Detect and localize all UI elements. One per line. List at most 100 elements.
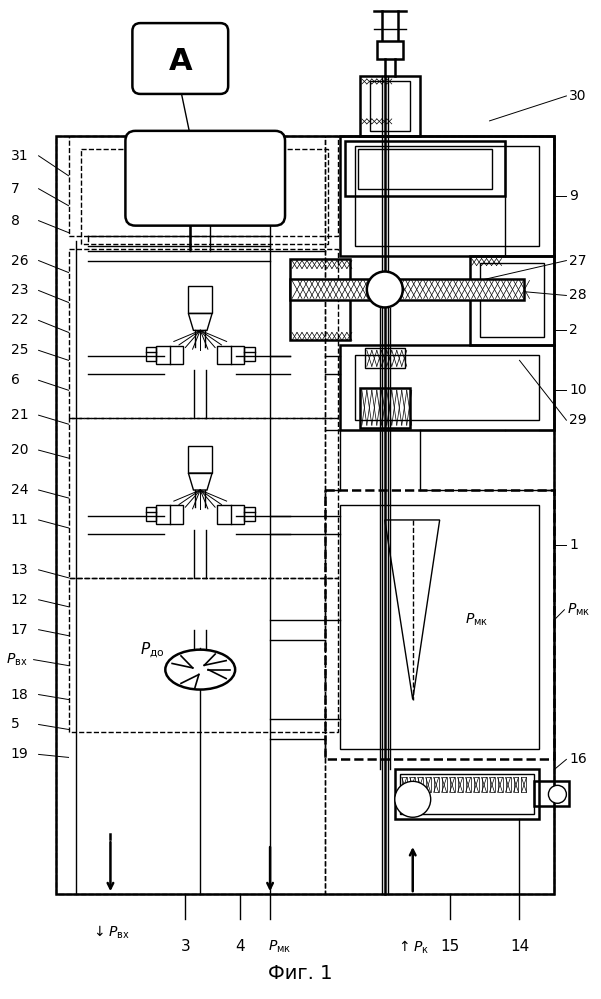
Text: $\uparrow P_{\text{к}}$: $\uparrow P_{\text{к}}$	[396, 939, 429, 956]
Bar	[156, 346, 183, 365]
Text: 13: 13	[11, 562, 28, 576]
Bar	[358, 149, 492, 189]
Bar	[434, 777, 439, 792]
Bar	[418, 777, 423, 792]
Bar	[69, 249, 338, 419]
Bar	[340, 504, 540, 749]
Bar	[290, 279, 525, 301]
Text: 20: 20	[11, 444, 28, 458]
Bar	[400, 774, 534, 814]
Bar	[401, 777, 407, 792]
Text: 12: 12	[11, 592, 28, 606]
Bar	[395, 769, 540, 819]
Bar	[245, 506, 254, 520]
FancyBboxPatch shape	[132, 23, 228, 94]
Bar	[360, 389, 410, 429]
Bar	[360, 76, 419, 136]
Bar	[355, 356, 540, 421]
Text: 27: 27	[569, 254, 587, 268]
Bar	[469, 256, 554, 346]
Bar	[480, 263, 545, 338]
Bar	[450, 777, 454, 792]
Text: 26: 26	[11, 254, 28, 268]
Bar	[146, 506, 156, 520]
Bar	[481, 777, 487, 792]
Circle shape	[395, 781, 431, 817]
Bar	[290, 259, 350, 341]
Bar	[505, 777, 510, 792]
Text: 7: 7	[11, 182, 19, 196]
Text: A: A	[168, 47, 192, 76]
Text: $\downarrow P_{\text{вх}}$: $\downarrow P_{\text{вх}}$	[91, 924, 130, 941]
Circle shape	[549, 785, 566, 803]
Bar	[534, 781, 569, 806]
Text: 30: 30	[569, 89, 587, 103]
Bar	[81, 149, 328, 244]
Text: 5: 5	[11, 717, 19, 731]
Bar	[466, 777, 471, 792]
Circle shape	[367, 272, 403, 308]
Bar	[55, 136, 325, 894]
Text: 15: 15	[440, 939, 459, 954]
Bar	[325, 136, 554, 894]
Text: 6: 6	[11, 374, 20, 388]
Text: 23: 23	[11, 284, 28, 298]
Bar	[69, 577, 338, 732]
Bar	[457, 777, 463, 792]
Text: $P_{\text{мк}}$: $P_{\text{мк}}$	[269, 939, 291, 955]
Text: 4: 4	[236, 939, 245, 954]
Text: 19: 19	[11, 747, 28, 761]
Bar	[442, 777, 447, 792]
Bar	[340, 136, 554, 256]
Text: 10: 10	[569, 384, 587, 398]
FancyBboxPatch shape	[126, 131, 285, 226]
Bar	[490, 777, 495, 792]
Bar	[188, 287, 212, 314]
Ellipse shape	[165, 649, 235, 689]
Text: 21: 21	[11, 409, 28, 423]
Text: 1: 1	[569, 537, 578, 551]
Bar	[513, 777, 519, 792]
Bar	[245, 348, 254, 361]
Text: 18: 18	[11, 687, 28, 701]
Bar	[365, 349, 404, 369]
Text: 14: 14	[510, 939, 529, 954]
Text: 3: 3	[180, 939, 190, 954]
Text: 25: 25	[11, 344, 28, 358]
Bar	[156, 505, 183, 523]
Text: $P_{\text{до}}$: $P_{\text{до}}$	[140, 639, 165, 659]
Bar	[325, 491, 554, 759]
Bar	[55, 136, 554, 894]
Text: 8: 8	[11, 214, 20, 228]
Text: 22: 22	[11, 314, 28, 328]
Text: $P_{\text{мк}}$: $P_{\text{мк}}$	[465, 611, 488, 628]
Bar	[150, 153, 262, 205]
Bar	[426, 777, 431, 792]
Bar	[355, 146, 540, 246]
Text: 2: 2	[569, 324, 578, 338]
Bar	[69, 419, 338, 577]
Bar	[69, 136, 338, 236]
Text: Фиг. 1: Фиг. 1	[268, 964, 332, 983]
Bar	[498, 777, 502, 792]
Bar	[370, 81, 410, 131]
Bar	[146, 348, 156, 361]
Bar	[522, 777, 526, 792]
Text: 24: 24	[11, 484, 28, 498]
Text: 31: 31	[11, 149, 28, 163]
Text: $P_{\text{вх}}$: $P_{\text{вх}}$	[5, 651, 27, 667]
Text: 28: 28	[569, 289, 587, 303]
Text: 11: 11	[11, 512, 28, 526]
Text: 16: 16	[569, 752, 587, 766]
Bar	[345, 141, 504, 196]
Text: 17: 17	[11, 622, 28, 636]
Bar	[217, 346, 245, 365]
Text: 9: 9	[569, 189, 578, 203]
Text: $P_{\text{мк}}$: $P_{\text{мк}}$	[567, 601, 591, 618]
Bar	[377, 41, 403, 59]
Bar	[188, 446, 212, 474]
Text: 29: 29	[569, 414, 587, 428]
Bar	[410, 777, 415, 792]
Bar	[474, 777, 478, 792]
Bar	[340, 346, 554, 431]
